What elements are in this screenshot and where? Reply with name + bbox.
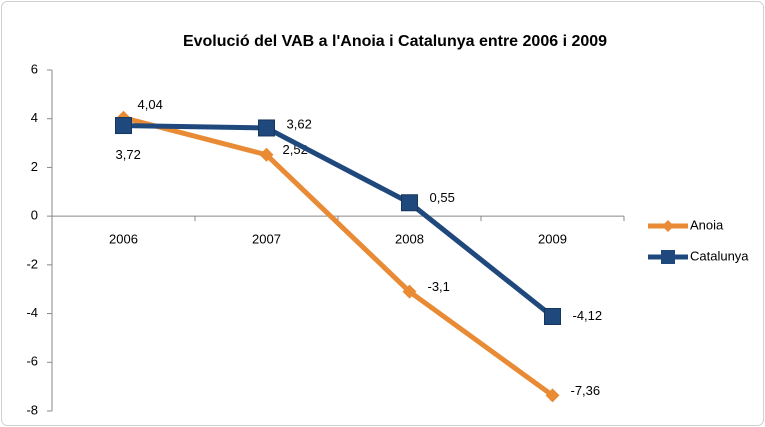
marker bbox=[545, 388, 560, 403]
data-label: -7,36 bbox=[571, 383, 601, 398]
y-tick-label: 6 bbox=[31, 61, 38, 76]
marker bbox=[401, 194, 418, 212]
legend-marker bbox=[662, 220, 674, 232]
legend-label: Anoia bbox=[690, 217, 724, 232]
marker bbox=[259, 147, 274, 162]
data-label: 3,62 bbox=[287, 116, 312, 131]
series-line bbox=[123, 123, 555, 319]
y-tick-label: 0 bbox=[31, 208, 38, 223]
data-label: 0,55 bbox=[430, 190, 455, 205]
x-tick-label: 2007 bbox=[252, 232, 281, 247]
marker bbox=[544, 307, 561, 325]
x-tick-label: 2009 bbox=[538, 232, 567, 247]
data-label: -3,1 bbox=[428, 279, 450, 294]
legend-label: Catalunya bbox=[690, 248, 749, 263]
y-tick-label: -4 bbox=[26, 305, 38, 320]
legend-marker bbox=[661, 250, 675, 264]
marker bbox=[402, 284, 417, 299]
y-tick-label: -8 bbox=[26, 402, 38, 417]
y-tick-label: 4 bbox=[31, 110, 38, 125]
y-tick-label: -6 bbox=[26, 354, 38, 369]
x-tick-label: 2008 bbox=[395, 232, 424, 247]
chart-title: Evolució del VAB a l'Anoia i Catalunya e… bbox=[183, 33, 607, 50]
data-label: 3,72 bbox=[116, 147, 141, 162]
data-label: -4,12 bbox=[573, 308, 603, 323]
data-label: 4,04 bbox=[138, 97, 163, 112]
x-tick-label: 2006 bbox=[109, 232, 138, 247]
marker bbox=[258, 119, 275, 137]
y-tick-label: 2 bbox=[31, 159, 38, 174]
series-line bbox=[122, 115, 554, 398]
marker bbox=[115, 117, 132, 135]
y-tick-label: -2 bbox=[26, 256, 38, 271]
